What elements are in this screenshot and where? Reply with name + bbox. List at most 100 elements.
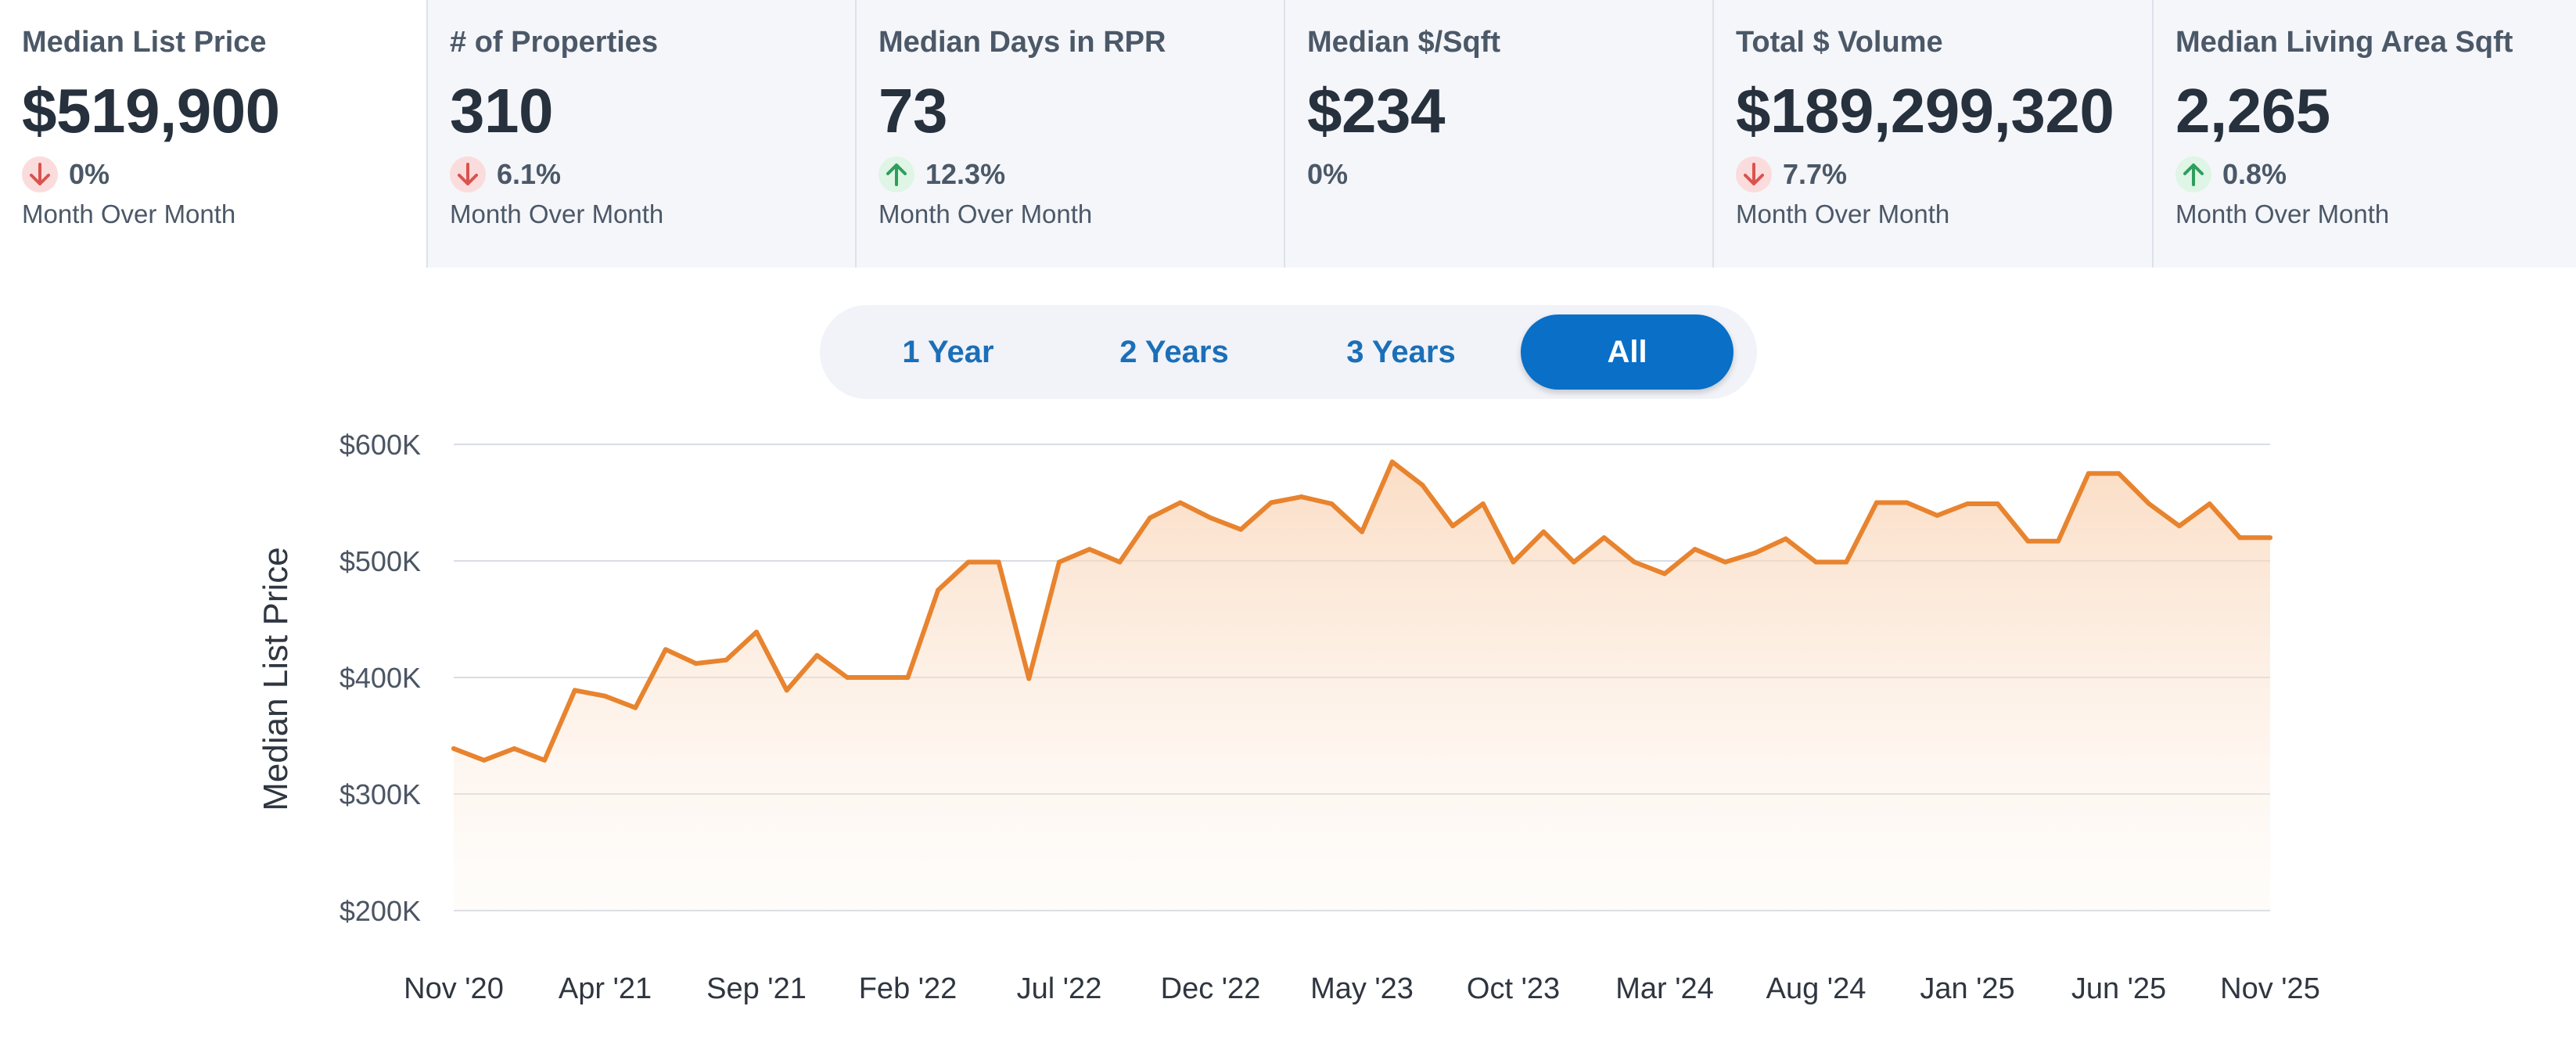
data-point[interactable] — [1813, 559, 1819, 565]
data-point[interactable] — [572, 688, 577, 693]
data-point[interactable] — [1087, 547, 1092, 552]
data-point[interactable] — [1723, 559, 1728, 565]
area-fill — [454, 462, 2270, 911]
y-tick-label: $400K — [340, 662, 421, 694]
data-point[interactable] — [2268, 535, 2272, 541]
card-period: Month Over Month — [2175, 199, 2390, 228]
data-point[interactable] — [1995, 501, 2000, 506]
x-tick-label: Jan '25 — [1920, 972, 2014, 1005]
data-point[interactable] — [905, 675, 911, 680]
data-point[interactable] — [693, 661, 699, 667]
data-point[interactable] — [2116, 471, 2122, 476]
data-point[interactable] — [2086, 471, 2091, 476]
card-total-dollar-volume[interactable]: Total $ Volume $189,299,320 7.7% Month O… — [1712, 0, 2152, 268]
data-point[interactable] — [542, 757, 548, 763]
change-percent: 0.8% — [2222, 158, 2287, 190]
data-point[interactable] — [1904, 500, 1910, 505]
change-percent: 0% — [69, 158, 110, 190]
data-point[interactable] — [1935, 512, 1940, 518]
change-percent: 0% — [1307, 158, 1349, 190]
data-point[interactable] — [1208, 515, 1213, 520]
data-point[interactable] — [2025, 538, 2031, 544]
card-title: Median Days in RPR — [878, 26, 1166, 59]
data-point[interactable] — [1177, 500, 1183, 505]
data-point[interactable] — [2056, 538, 2061, 544]
card-median-living-area-sqft[interactable]: Median Living Area Sqft 2,265 0.8% Month… — [2152, 0, 2576, 268]
data-point[interactable] — [936, 587, 941, 593]
card-period: Month Over Month — [450, 199, 664, 228]
data-point[interactable] — [754, 629, 759, 634]
data-point[interactable] — [1420, 483, 1425, 488]
area-fill-path — [454, 462, 2270, 911]
data-point[interactable] — [1360, 529, 1364, 534]
data-point[interactable] — [1238, 526, 1244, 532]
data-point[interactable] — [1389, 459, 1395, 465]
data-point[interactable] — [1753, 550, 1759, 555]
data-point[interactable] — [1571, 559, 1576, 565]
range-2-years-button[interactable]: 2 Years — [1119, 334, 1229, 369]
data-point[interactable] — [1844, 559, 1849, 565]
range-1-year-button[interactable]: 1 Year — [902, 334, 994, 369]
data-point[interactable] — [1783, 536, 1788, 541]
data-point[interactable] — [2176, 523, 2182, 529]
data-point[interactable] — [1965, 501, 1970, 506]
data-point[interactable] — [1541, 529, 1547, 534]
data-point[interactable] — [1450, 523, 1456, 529]
data-point[interactable] — [1268, 500, 1274, 505]
x-tick-label: Feb '22 — [859, 972, 957, 1005]
data-point[interactable] — [1874, 500, 1879, 505]
card-median-days-in-rpr[interactable]: Median Days in RPR 73 12.3% Month Over M… — [855, 0, 1284, 268]
card-value: 73 — [878, 76, 947, 146]
card-title: Total $ Volume — [1736, 26, 1943, 59]
data-point[interactable] — [451, 746, 456, 751]
card-value: $189,299,320 — [1736, 76, 2114, 146]
series-line — [451, 459, 2272, 763]
data-point[interactable] — [1511, 559, 1516, 565]
data-point[interactable] — [1329, 501, 1335, 506]
change-row: 0% — [22, 155, 426, 194]
data-point[interactable] — [2147, 501, 2152, 506]
card-title: Median List Price — [22, 26, 267, 59]
data-point[interactable] — [845, 675, 850, 680]
data-point[interactable] — [965, 559, 971, 565]
card-title: # of Properties — [450, 26, 659, 59]
card-median-list-price[interactable]: Median List Price $519,900 0% Month Over… — [0, 0, 426, 268]
card-title: Median Living Area Sqft — [2175, 26, 2513, 59]
arrow-down-icon — [450, 156, 486, 192]
data-point[interactable] — [814, 652, 820, 658]
data-point[interactable] — [1692, 547, 1698, 552]
card-period: Month Over Month — [1736, 199, 1950, 228]
range-3-years-button[interactable]: 3 Years — [1346, 334, 1456, 369]
data-point[interactable] — [2237, 535, 2243, 541]
data-point[interactable] — [875, 675, 880, 680]
data-point[interactable] — [481, 757, 487, 763]
data-point[interactable] — [1480, 501, 1486, 506]
card-value: $234 — [1307, 76, 1445, 146]
data-point[interactable] — [1057, 559, 1062, 565]
range-all-button[interactable]: All — [1521, 314, 1734, 390]
y-axis-title: Median List Price — [257, 547, 295, 810]
data-point[interactable] — [1148, 515, 1153, 520]
data-point[interactable] — [724, 657, 729, 663]
arrow-up-icon — [2175, 156, 2211, 192]
data-point[interactable] — [1026, 676, 1032, 681]
time-range-selector: 1 Year 2 Years 3 Years All — [820, 305, 1757, 399]
change-percent: 6.1% — [497, 158, 562, 190]
data-point[interactable] — [512, 746, 517, 751]
data-point[interactable] — [1299, 494, 1304, 500]
data-point[interactable] — [784, 688, 789, 693]
data-point[interactable] — [602, 693, 608, 699]
data-point[interactable] — [1632, 559, 1637, 565]
data-point[interactable] — [633, 705, 638, 710]
data-point[interactable] — [1117, 559, 1123, 565]
data-point[interactable] — [1601, 535, 1607, 541]
data-point[interactable] — [996, 559, 1001, 565]
data-point[interactable] — [1662, 571, 1667, 577]
data-point[interactable] — [663, 647, 668, 652]
change-row: 6.1% — [450, 155, 855, 194]
card-number-of-properties[interactable]: # of Properties 310 6.1% Month Over Mont… — [426, 0, 855, 268]
card-median-price-per-sqft[interactable]: Median $/Sqft $234 0% — [1284, 0, 1712, 268]
data-point[interactable] — [2207, 501, 2212, 506]
change-row: 7.7% — [1736, 155, 2152, 194]
